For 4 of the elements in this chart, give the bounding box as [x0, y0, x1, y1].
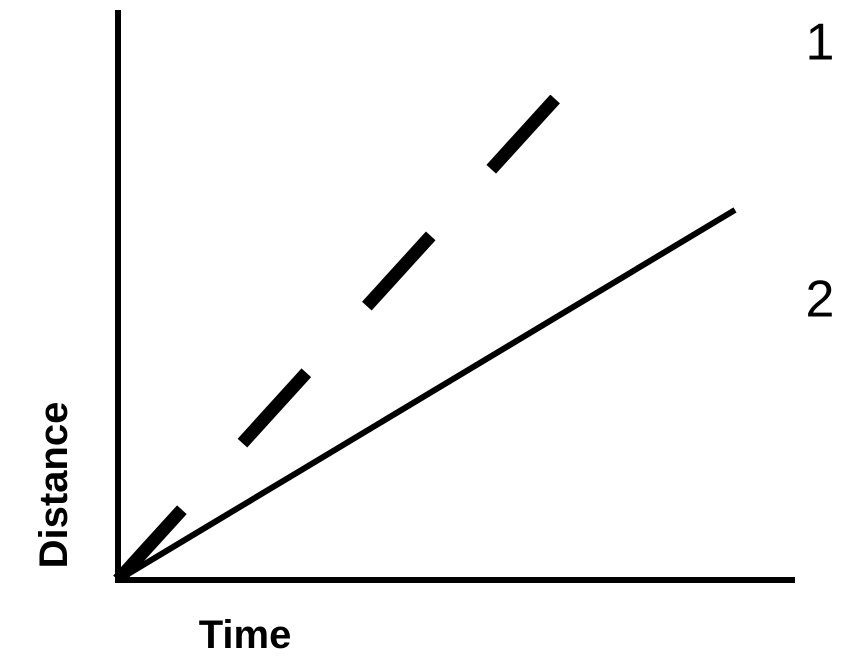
- series-label: 2: [806, 270, 834, 328]
- x-axis-title: Time: [198, 613, 292, 658]
- y-axis-title: Distance: [32, 402, 76, 568]
- text: 1: [806, 13, 834, 72]
